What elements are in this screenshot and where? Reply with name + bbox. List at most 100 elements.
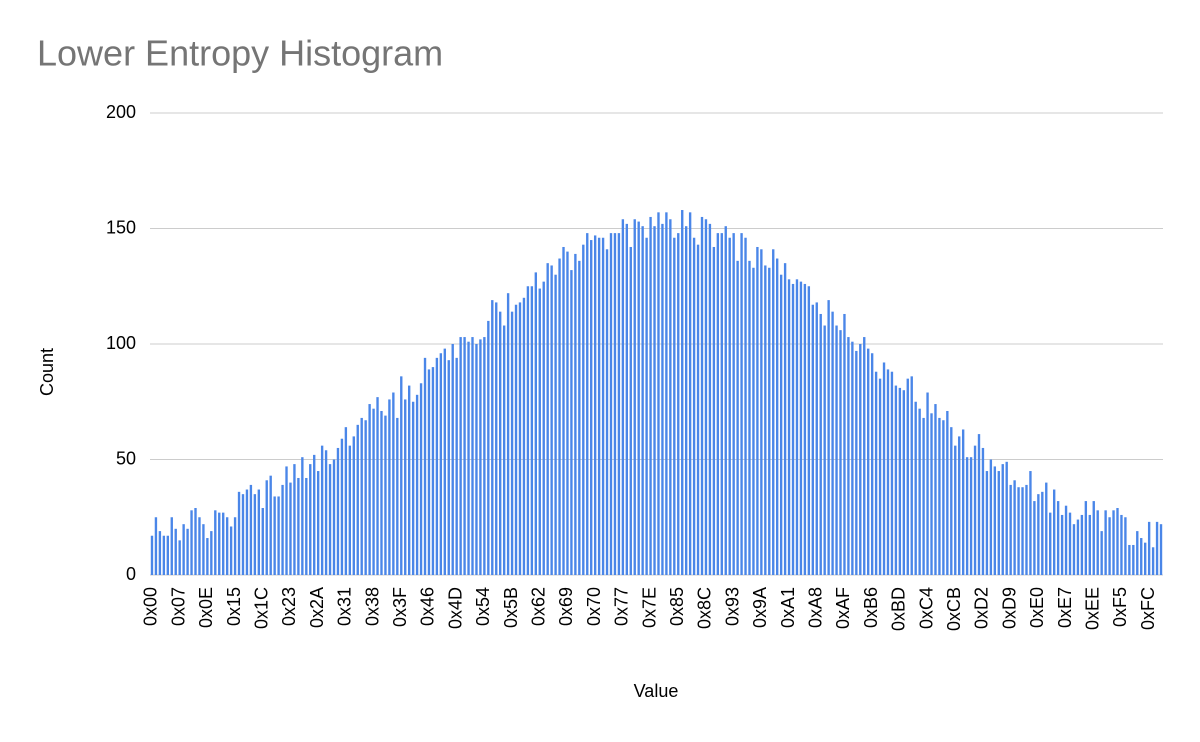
bar xyxy=(451,344,454,575)
bar xyxy=(364,420,367,575)
bar xyxy=(194,508,197,575)
x-tick-label: 0x8C xyxy=(695,587,715,629)
bar xyxy=(748,260,751,575)
bar xyxy=(597,237,601,576)
bar xyxy=(890,371,894,575)
bar xyxy=(479,339,482,575)
bar xyxy=(245,489,249,575)
bar xyxy=(1076,519,1080,575)
bar xyxy=(1045,482,1048,575)
bar xyxy=(954,445,957,575)
bar xyxy=(182,524,185,575)
bar xyxy=(400,376,403,575)
bar xyxy=(340,438,344,575)
bar xyxy=(237,491,241,575)
bar xyxy=(629,246,632,576)
bar xyxy=(190,510,193,575)
bar xyxy=(483,337,486,575)
bar xyxy=(645,237,648,576)
x-tick-label: 0xF5 xyxy=(1110,587,1130,627)
bar xyxy=(625,223,629,575)
bar xyxy=(772,249,775,576)
x-tick-label: 0x00 xyxy=(141,587,161,626)
bar xyxy=(518,302,522,575)
bar xyxy=(696,244,700,576)
bar xyxy=(823,325,826,575)
bar xyxy=(348,445,352,575)
bar xyxy=(273,496,276,575)
bar xyxy=(740,233,743,575)
bar xyxy=(1136,531,1139,575)
bar xyxy=(344,427,348,575)
bar xyxy=(791,283,795,575)
bar xyxy=(269,475,272,575)
x-tick-label: 0xD2 xyxy=(972,587,992,629)
bar xyxy=(150,535,154,575)
bar xyxy=(684,226,688,575)
x-tick-label: 0xE7 xyxy=(1055,587,1075,628)
bar xyxy=(815,302,818,575)
bar xyxy=(546,263,549,575)
bar xyxy=(206,538,209,575)
bar xyxy=(803,283,807,575)
bar xyxy=(281,484,284,575)
bar xyxy=(218,512,221,575)
bar xyxy=(787,279,791,575)
bar xyxy=(934,404,937,575)
bar xyxy=(407,385,411,575)
bar xyxy=(768,267,771,575)
bar xyxy=(1005,461,1008,575)
bar xyxy=(313,454,316,575)
bar xyxy=(1001,464,1004,575)
bar xyxy=(170,517,173,575)
bar xyxy=(712,246,716,576)
bar xyxy=(657,212,660,575)
bar xyxy=(894,385,898,575)
bar xyxy=(985,471,989,575)
bar xyxy=(902,390,906,575)
bar xyxy=(1104,510,1107,575)
bar xyxy=(562,246,565,576)
bar xyxy=(435,357,439,575)
x-tick-label: 0x77 xyxy=(612,587,632,626)
x-tick-label: 0x70 xyxy=(584,587,604,626)
bar xyxy=(906,378,909,575)
bar xyxy=(368,404,371,575)
bar xyxy=(760,249,763,576)
bar xyxy=(162,535,166,575)
bar xyxy=(874,371,878,575)
bar xyxy=(981,447,985,575)
bar xyxy=(1132,544,1135,575)
bar xyxy=(1037,494,1040,575)
bar xyxy=(795,279,799,575)
x-tick-label: 0x2A xyxy=(307,587,327,628)
bar xyxy=(372,408,375,575)
x-tick-label: 0x07 xyxy=(168,587,188,626)
bar xyxy=(530,286,534,575)
bar xyxy=(783,263,787,575)
x-tick-label: 0xCB xyxy=(944,587,964,631)
y-axis-label: Count xyxy=(37,348,57,396)
bar xyxy=(961,429,965,575)
bar xyxy=(807,286,811,575)
bar xyxy=(475,344,478,575)
bar xyxy=(582,244,585,576)
bar xyxy=(388,399,391,575)
x-tick-label: 0xBD xyxy=(889,587,909,631)
bar xyxy=(320,445,324,575)
bar xyxy=(411,401,415,575)
bar xyxy=(724,226,727,575)
bar xyxy=(946,410,949,575)
x-tick-label: 0x23 xyxy=(279,587,299,626)
bar xyxy=(229,526,233,575)
bar xyxy=(993,466,997,575)
bar xyxy=(969,457,973,575)
bar xyxy=(558,258,561,575)
bar xyxy=(495,302,498,575)
bar xyxy=(396,417,399,575)
bar xyxy=(586,233,589,575)
x-tick-label: 0x31 xyxy=(335,587,355,626)
bar xyxy=(404,399,407,575)
bar xyxy=(930,413,933,575)
